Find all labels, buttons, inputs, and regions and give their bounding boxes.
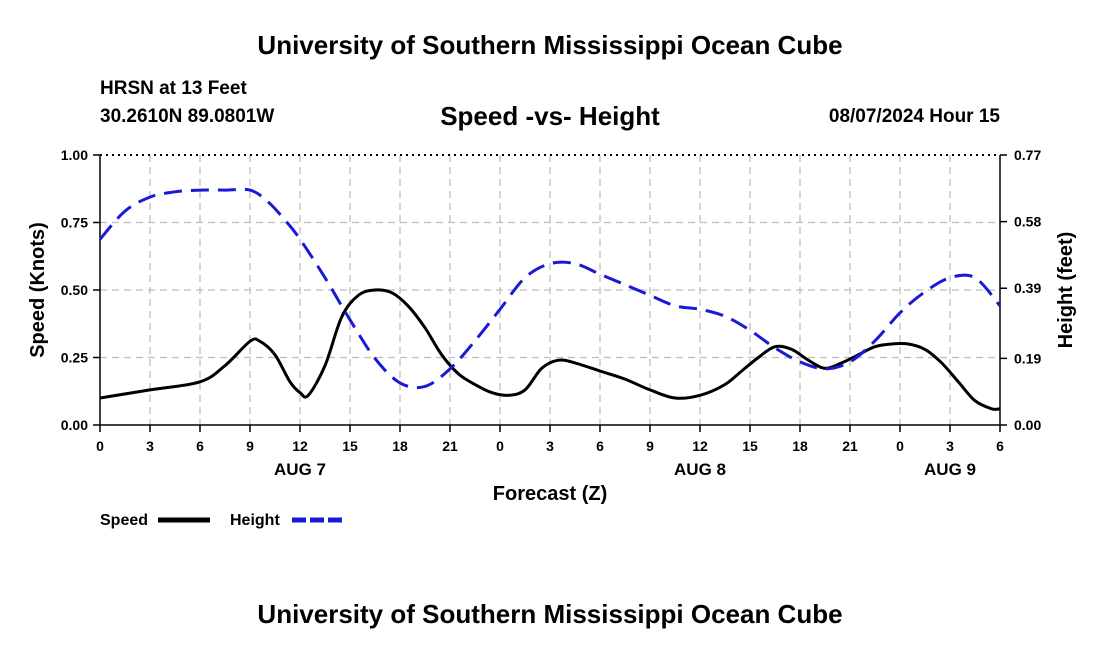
y-axis-title: Speed (Knots) <box>27 222 49 358</box>
page-title: University of Southern Mississippi Ocean… <box>257 30 843 60</box>
day-label: AUG 8 <box>674 460 726 479</box>
legend-label: Speed <box>100 512 148 529</box>
x-tick-label: 15 <box>342 438 358 454</box>
right-tick-label: 0.19 <box>1014 350 1041 366</box>
x-tick-label: 9 <box>646 438 654 454</box>
x-tick-label: 6 <box>196 438 204 454</box>
left-tick-label: 0.75 <box>61 215 88 231</box>
x-axis-title: Forecast (Z) <box>493 483 607 505</box>
day-label: AUG 7 <box>274 460 326 479</box>
x-tick-label: 12 <box>692 438 708 454</box>
legend: Speed Height <box>100 512 344 529</box>
speed-series-line <box>99 288 1001 411</box>
right-tick-label: 0.39 <box>1014 280 1041 296</box>
x-tick-label: 9 <box>246 438 254 454</box>
x-tick-label: 3 <box>146 438 154 454</box>
x-tick-label: 0 <box>496 438 504 454</box>
height-series-line <box>98 187 1002 390</box>
left-tick-label: 0.00 <box>61 417 88 433</box>
x-tick-label: 3 <box>546 438 554 454</box>
x-tick-label: 21 <box>442 438 458 454</box>
station-name: HRSN at 13 Feet <box>100 78 247 99</box>
forecast-run-time: 08/07/2024 Hour 15 <box>828 106 1000 127</box>
left-tick-label: 0.25 <box>61 350 88 366</box>
left-tick-label: 0.50 <box>61 282 88 298</box>
station-coordinates: 30.2610N 89.0801W <box>100 106 275 127</box>
x-tick-label: 0 <box>96 438 104 454</box>
x-tick-label: 21 <box>842 438 858 454</box>
x-tick-label: 18 <box>792 438 808 454</box>
left-tick-label: 1.00 <box>61 147 88 163</box>
x-tick-label: 18 <box>392 438 408 454</box>
series-lines <box>98 187 1002 411</box>
right-tick-label: 0.77 <box>1014 147 1041 163</box>
axis-labels: 0.00 0.25 0.50 0.75 1.00 0.00 0.19 0.39 0.58 0.77… <box>27 147 1077 505</box>
x-tick-label: 6 <box>996 438 1004 454</box>
axes <box>93 154 1007 432</box>
day-label: AUG 9 <box>924 460 976 479</box>
y2-axis-title: Height (feet) <box>1055 232 1077 349</box>
chart-title: Speed -vs- Height <box>440 101 660 131</box>
footer-title: University of Southern Mississippi Ocean… <box>257 599 843 629</box>
x-tick-label: 3 <box>946 438 954 454</box>
x-tick-label: 0 <box>896 438 904 454</box>
x-tick-label: 15 <box>742 438 758 454</box>
right-tick-label: 0.58 <box>1014 214 1041 230</box>
legend-label: Height <box>230 512 280 529</box>
grid <box>100 154 1000 425</box>
x-tick-label: 6 <box>596 438 604 454</box>
x-tick-label: 12 <box>292 438 308 454</box>
right-tick-label: 0.00 <box>1014 417 1041 433</box>
